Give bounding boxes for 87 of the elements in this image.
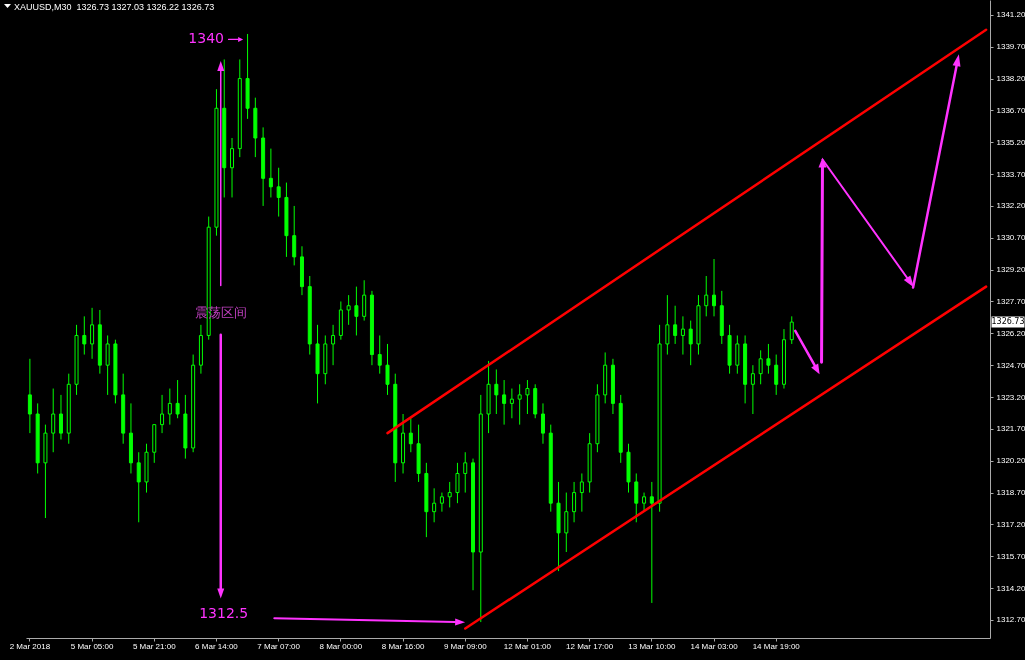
candlestick — [540, 402, 545, 445]
candlestick — [766, 343, 771, 375]
y-tick-label: 1330.70 — [996, 233, 1025, 243]
candlestick — [27, 358, 32, 434]
candlestick — [276, 167, 281, 218]
x-tick-label: 6 Mar 14:00 — [195, 641, 239, 651]
candlestick — [634, 472, 639, 523]
candlestick — [354, 286, 359, 336]
y-tick-label: 1341.20 — [996, 10, 1025, 20]
y-tick-label: 1338.20 — [996, 74, 1025, 84]
chart-title: XAUUSD,M30 1326.73 1327.03 1326.22 1326.73 — [14, 2, 215, 12]
candlestick — [160, 394, 165, 434]
candlestick — [346, 294, 351, 326]
y-tick-label: 1312.70 — [996, 615, 1025, 625]
candlestick — [385, 343, 390, 396]
candlestick — [51, 388, 56, 453]
candlestick — [58, 394, 63, 440]
x-tick-label: 8 Mar 16:00 — [381, 641, 425, 651]
y-tick-label: 1318.70 — [996, 488, 1025, 498]
candlestick — [789, 315, 794, 345]
candlestick — [579, 472, 584, 513]
annotation: 1340 — [188, 30, 224, 47]
candlestick — [175, 379, 180, 419]
candlestick — [564, 492, 569, 553]
y-tick-label: 1315.70 — [996, 551, 1025, 561]
candlestick — [331, 324, 336, 366]
candlestick — [230, 137, 235, 198]
x-tick-label: 12 Mar 17:00 — [566, 641, 614, 651]
x-tick-label: 5 Mar 21:00 — [132, 641, 177, 651]
candlestick — [136, 451, 141, 523]
candlestick — [665, 294, 670, 356]
x-tick-label: 8 Mar 00:00 — [319, 641, 363, 651]
candlestick — [688, 320, 693, 366]
candlestick — [362, 279, 367, 322]
candlestick — [735, 334, 740, 375]
candlestick — [750, 364, 755, 415]
candlestick — [105, 334, 110, 396]
y-tick-label: 1333.70 — [996, 169, 1025, 179]
candlestick — [447, 481, 452, 508]
candlestick — [268, 148, 273, 198]
candlestick — [517, 383, 522, 426]
y-tick-label: 1339.70 — [996, 42, 1025, 52]
x-tick-label: 7 Mar 07:00 — [257, 641, 301, 651]
candlestick — [292, 205, 297, 266]
y-tick-label: 1335.20 — [996, 137, 1025, 147]
y-tick-label: 1314.20 — [996, 583, 1025, 593]
candlestick — [774, 354, 779, 396]
candlestick — [712, 258, 717, 317]
y-tick-label: 1324.70 — [996, 360, 1025, 370]
y-tick-label: 1327.70 — [996, 296, 1025, 306]
y-tick-label: 1321.70 — [996, 424, 1025, 434]
x-tick-label: 2 Mar 2018 — [9, 641, 51, 651]
x-tick-label: 13 Mar 10:00 — [628, 641, 676, 651]
candlestick — [463, 451, 468, 494]
candlestick — [704, 275, 709, 317]
x-tick-label: 9 Mar 09:00 — [443, 641, 488, 651]
candlestick — [494, 368, 499, 415]
y-tick-label: 1336.70 — [996, 105, 1025, 115]
candlestick — [758, 349, 763, 385]
y-tick-label: 1326.20 — [996, 328, 1025, 338]
candlestick — [90, 307, 95, 360]
annotation: 1326.73 — [991, 317, 1025, 327]
candlestick — [509, 388, 514, 419]
candlestick — [82, 315, 87, 356]
candlestick — [642, 492, 647, 513]
x-tick-label: 14 Mar 03:00 — [690, 641, 739, 651]
x-tick-label: 14 Mar 19:00 — [752, 641, 801, 651]
candlestick — [377, 334, 382, 375]
y-tick-label: 1317.20 — [996, 519, 1025, 529]
candlestick — [673, 305, 678, 345]
y-tick-label: 1323.20 — [996, 392, 1025, 402]
annotation: 1312.5 — [199, 605, 249, 622]
x-tick-label: 5 Mar 05:00 — [70, 641, 114, 651]
candlestick — [649, 481, 654, 604]
candlestick — [502, 379, 507, 426]
candlestick — [408, 417, 413, 453]
candlestick — [455, 462, 460, 504]
candlestick — [680, 315, 685, 356]
candlestick — [439, 492, 444, 513]
x-tick-label: 12 Mar 01:00 — [503, 641, 552, 651]
candlestick — [572, 481, 577, 523]
y-tick-label: 1320.20 — [996, 456, 1025, 466]
candlestick — [432, 487, 437, 523]
candlestick — [167, 388, 172, 426]
y-tick-label: 1332.20 — [996, 201, 1025, 211]
y-tick-label: 1329.20 — [996, 265, 1025, 275]
candlestick — [525, 379, 530, 415]
